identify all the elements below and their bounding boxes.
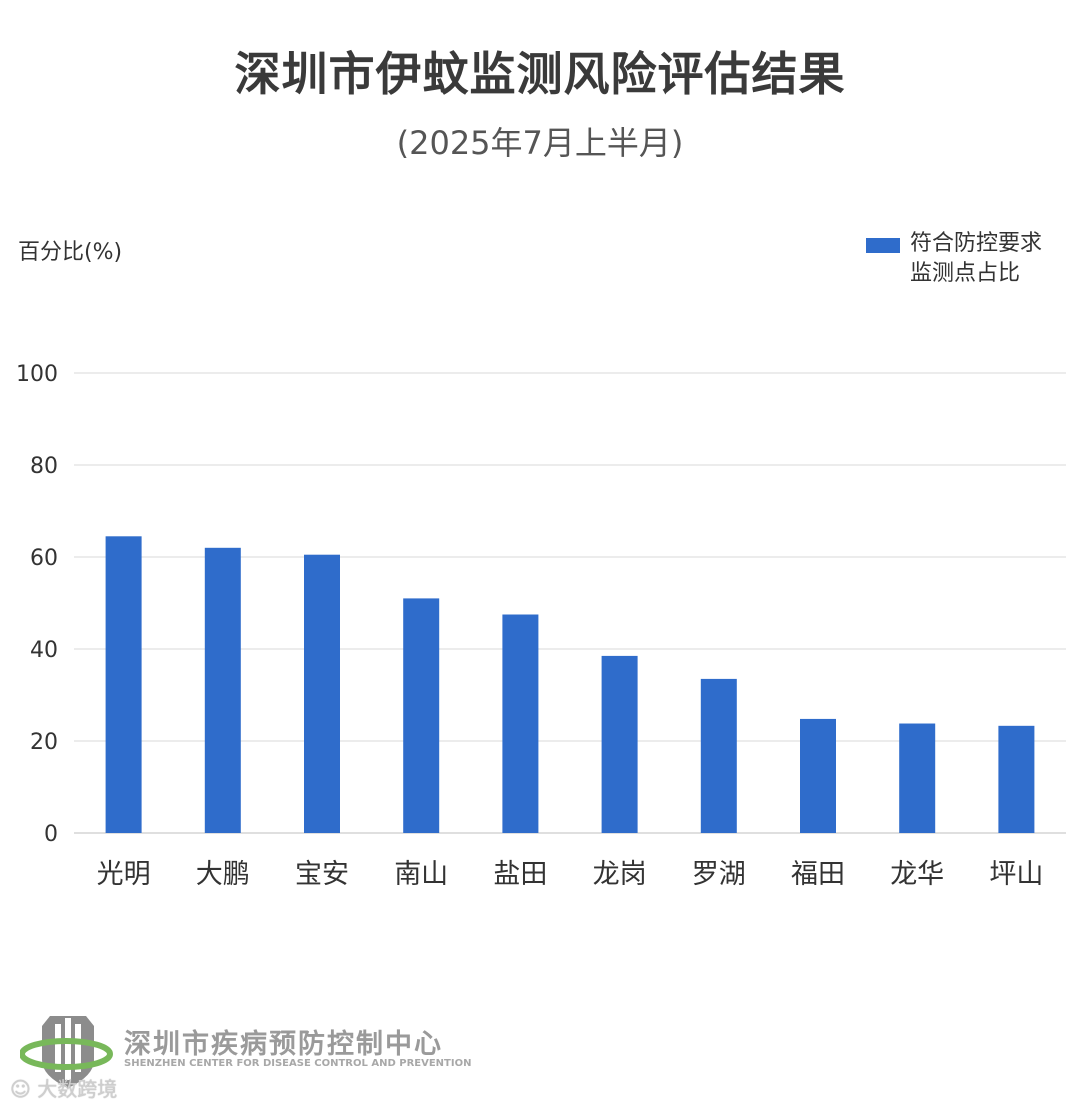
bar xyxy=(204,547,241,833)
bar xyxy=(700,678,737,833)
bar xyxy=(601,655,638,833)
legend-swatch xyxy=(866,238,900,253)
legend-label: 符合防控要求 监测点占比 xyxy=(910,229,1080,289)
chart-subtitle: (2025年7月上半月) xyxy=(396,124,684,162)
weibo-icon: ☺ xyxy=(10,1077,31,1101)
chart-title: 深圳市伊蚊监测风险评估结果 xyxy=(234,47,846,101)
x-tick-label: 盐田 xyxy=(493,859,547,890)
x-tick-label: 坪山 xyxy=(989,859,1043,890)
watermark-text: 大数跨境 xyxy=(37,1077,118,1101)
bar-chart: 0 20 40 60 80 100 光明 大鹏 宝安 南山 盐田 龙岗 罗湖 福田 龙华 坪山 xyxy=(16,362,1066,890)
y-tick-label: 60 xyxy=(30,546,58,571)
x-tick-label: 宝安 xyxy=(295,859,349,890)
y-tick-label: 20 xyxy=(30,730,58,755)
y-tick-label: 100 xyxy=(16,362,58,387)
bar xyxy=(304,554,340,833)
y-tick-label: 0 xyxy=(44,822,58,847)
y-tick-label: 80 xyxy=(30,454,58,479)
x-tick-label: 福田 xyxy=(791,859,845,890)
x-tick-label: 罗湖 xyxy=(692,859,746,890)
bar xyxy=(105,536,142,833)
shenzhen-cdc-shield-logo-icon xyxy=(20,1016,113,1088)
organization-name-english: SHENZHEN CENTER FOR DISEASE CONTROL AND … xyxy=(124,1058,472,1069)
bar xyxy=(899,723,936,833)
x-tick-label: 龙华 xyxy=(890,859,944,890)
bar xyxy=(502,614,539,833)
bar xyxy=(998,725,1035,833)
watermark: ☺ 大数跨境 xyxy=(10,1073,117,1102)
organization-name: 深圳市疾病预防控制中心 xyxy=(124,1029,443,1060)
x-tick-label: 南山 xyxy=(394,859,448,890)
x-tick-label: 龙岗 xyxy=(593,859,647,890)
x-tick-label: 大鹏 xyxy=(196,859,250,890)
legend-label-line-2: 监测点占比 xyxy=(910,261,1021,286)
bar xyxy=(403,598,440,833)
bar xyxy=(800,718,836,833)
legend-label-line-1: 符合防控要求 xyxy=(910,231,1043,256)
y-tick-label: 40 xyxy=(30,638,58,663)
y-axis-label: 百分比(%) xyxy=(18,240,123,265)
footer: 深圳市疾病预防控制中心 SHENZHEN CENTER FOR DISEASE … xyxy=(20,1008,580,1098)
x-tick-label: 光明 xyxy=(97,859,151,890)
